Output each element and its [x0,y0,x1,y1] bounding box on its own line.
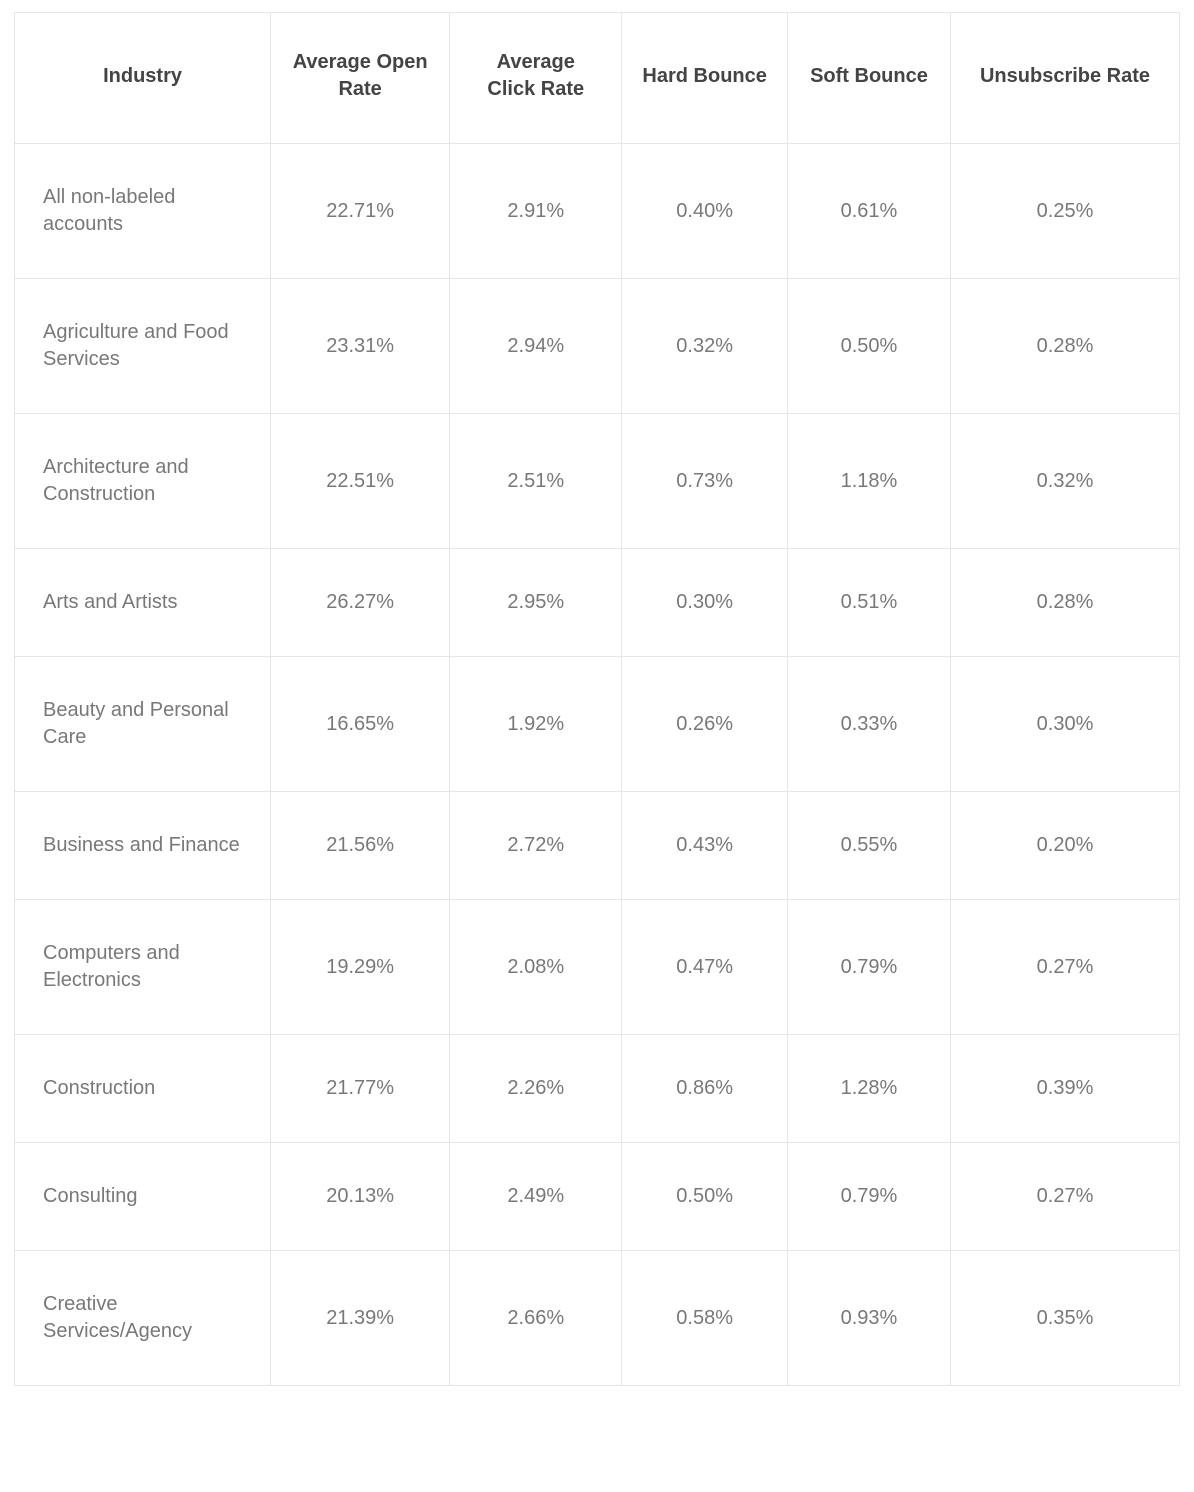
cell-soft-bounce: 0.61% [787,144,950,279]
table-header: Industry Average Open Rate Average Click… [15,13,1180,144]
cell-hard-bounce: 0.73% [622,414,787,549]
col-header-hard-bounce: Hard Bounce [622,13,787,144]
cell-industry: Agriculture and Food Services [15,279,271,414]
table-body: All non-labeled accounts 22.71% 2.91% 0.… [15,144,1180,1386]
cell-industry: Architecture and Construction [15,414,271,549]
cell-click-rate: 2.72% [450,792,622,900]
table-row: Computers and Electronics 19.29% 2.08% 0… [15,900,1180,1035]
cell-click-rate: 2.49% [450,1143,622,1251]
cell-open-rate: 19.29% [271,900,450,1035]
cell-click-rate: 2.51% [450,414,622,549]
cell-click-rate: 2.91% [450,144,622,279]
cell-unsubscribe-rate: 0.28% [951,549,1180,657]
cell-click-rate: 2.08% [450,900,622,1035]
table-row: Creative Services/Agency 21.39% 2.66% 0.… [15,1251,1180,1386]
cell-open-rate: 22.71% [271,144,450,279]
email-benchmarks-table-container: Industry Average Open Rate Average Click… [0,0,1194,1398]
cell-industry: Beauty and Personal Care [15,657,271,792]
cell-hard-bounce: 0.47% [622,900,787,1035]
cell-industry: Business and Finance [15,792,271,900]
col-header-open-rate: Average Open Rate [271,13,450,144]
table-row: Construction 21.77% 2.26% 0.86% 1.28% 0.… [15,1035,1180,1143]
table-row: Agriculture and Food Services 23.31% 2.9… [15,279,1180,414]
cell-click-rate: 2.66% [450,1251,622,1386]
table-row: All non-labeled accounts 22.71% 2.91% 0.… [15,144,1180,279]
cell-hard-bounce: 0.43% [622,792,787,900]
cell-unsubscribe-rate: 0.28% [951,279,1180,414]
cell-soft-bounce: 0.50% [787,279,950,414]
col-header-unsubscribe-rate: Unsubscribe Rate [951,13,1180,144]
cell-hard-bounce: 0.58% [622,1251,787,1386]
table-row: Business and Finance 21.56% 2.72% 0.43% … [15,792,1180,900]
cell-open-rate: 21.77% [271,1035,450,1143]
col-header-industry: Industry [15,13,271,144]
cell-industry: Creative Services/Agency [15,1251,271,1386]
cell-open-rate: 21.39% [271,1251,450,1386]
cell-unsubscribe-rate: 0.25% [951,144,1180,279]
cell-soft-bounce: 0.79% [787,1143,950,1251]
table-row: Architecture and Construction 22.51% 2.5… [15,414,1180,549]
cell-open-rate: 20.13% [271,1143,450,1251]
cell-hard-bounce: 0.50% [622,1143,787,1251]
cell-unsubscribe-rate: 0.27% [951,1143,1180,1251]
cell-unsubscribe-rate: 0.30% [951,657,1180,792]
table-header-row: Industry Average Open Rate Average Click… [15,13,1180,144]
cell-industry: Construction [15,1035,271,1143]
cell-unsubscribe-rate: 0.32% [951,414,1180,549]
cell-unsubscribe-rate: 0.35% [951,1251,1180,1386]
cell-open-rate: 16.65% [271,657,450,792]
cell-industry: Computers and Electronics [15,900,271,1035]
cell-click-rate: 2.95% [450,549,622,657]
cell-open-rate: 21.56% [271,792,450,900]
cell-soft-bounce: 1.28% [787,1035,950,1143]
cell-soft-bounce: 1.18% [787,414,950,549]
cell-click-rate: 2.26% [450,1035,622,1143]
email-benchmarks-table: Industry Average Open Rate Average Click… [14,12,1180,1386]
cell-click-rate: 2.94% [450,279,622,414]
cell-industry: Arts and Artists [15,549,271,657]
col-header-soft-bounce: Soft Bounce [787,13,950,144]
cell-click-rate: 1.92% [450,657,622,792]
cell-hard-bounce: 0.40% [622,144,787,279]
cell-industry: All non-labeled accounts [15,144,271,279]
cell-soft-bounce: 0.93% [787,1251,950,1386]
cell-open-rate: 26.27% [271,549,450,657]
cell-unsubscribe-rate: 0.20% [951,792,1180,900]
table-row: Consulting 20.13% 2.49% 0.50% 0.79% 0.27… [15,1143,1180,1251]
cell-hard-bounce: 0.26% [622,657,787,792]
cell-hard-bounce: 0.86% [622,1035,787,1143]
cell-soft-bounce: 0.55% [787,792,950,900]
cell-open-rate: 22.51% [271,414,450,549]
table-row: Beauty and Personal Care 16.65% 1.92% 0.… [15,657,1180,792]
cell-industry: Consulting [15,1143,271,1251]
cell-soft-bounce: 0.79% [787,900,950,1035]
col-header-click-rate: Average Click Rate [450,13,622,144]
table-row: Arts and Artists 26.27% 2.95% 0.30% 0.51… [15,549,1180,657]
cell-hard-bounce: 0.30% [622,549,787,657]
cell-open-rate: 23.31% [271,279,450,414]
cell-soft-bounce: 0.51% [787,549,950,657]
cell-unsubscribe-rate: 0.39% [951,1035,1180,1143]
cell-unsubscribe-rate: 0.27% [951,900,1180,1035]
cell-hard-bounce: 0.32% [622,279,787,414]
cell-soft-bounce: 0.33% [787,657,950,792]
